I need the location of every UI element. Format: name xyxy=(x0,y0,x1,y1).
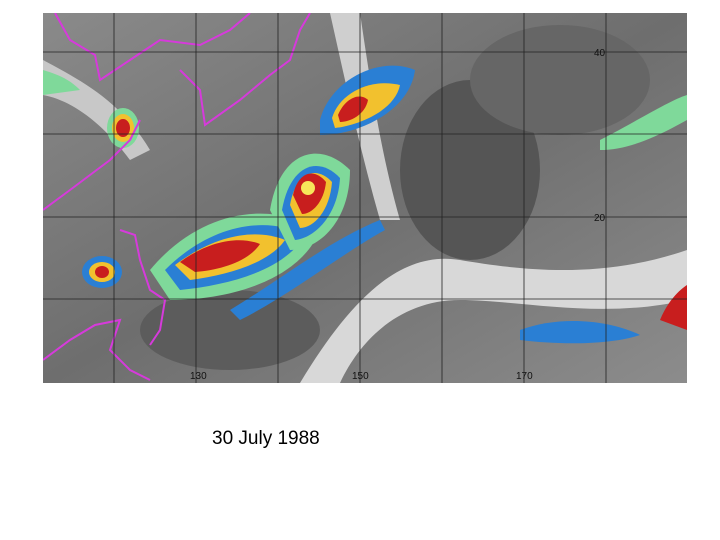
longitude-label: 170 xyxy=(516,371,533,382)
convection-core xyxy=(301,181,315,195)
convection-red xyxy=(95,266,109,278)
dry-region xyxy=(400,80,540,260)
convection-blue xyxy=(230,220,385,320)
convection-green xyxy=(43,70,80,95)
latitude-label: 40 xyxy=(594,48,606,59)
dry-region xyxy=(140,290,320,370)
longitude-label: 130 xyxy=(190,371,207,382)
imagery xyxy=(43,13,687,383)
convection-red xyxy=(116,119,130,137)
convection-green xyxy=(600,95,687,150)
longitude-label: 150 xyxy=(352,371,369,382)
dry-region xyxy=(470,25,650,135)
convection-red xyxy=(180,240,260,272)
graticule xyxy=(43,13,687,383)
convection-red xyxy=(338,96,368,122)
convection-blue xyxy=(520,320,640,344)
caption: 30 July 1988 xyxy=(212,428,320,449)
convection-red xyxy=(660,285,687,330)
cloud-band xyxy=(300,250,687,383)
latitude-label: 20 xyxy=(594,213,606,224)
coastlines xyxy=(43,13,311,381)
